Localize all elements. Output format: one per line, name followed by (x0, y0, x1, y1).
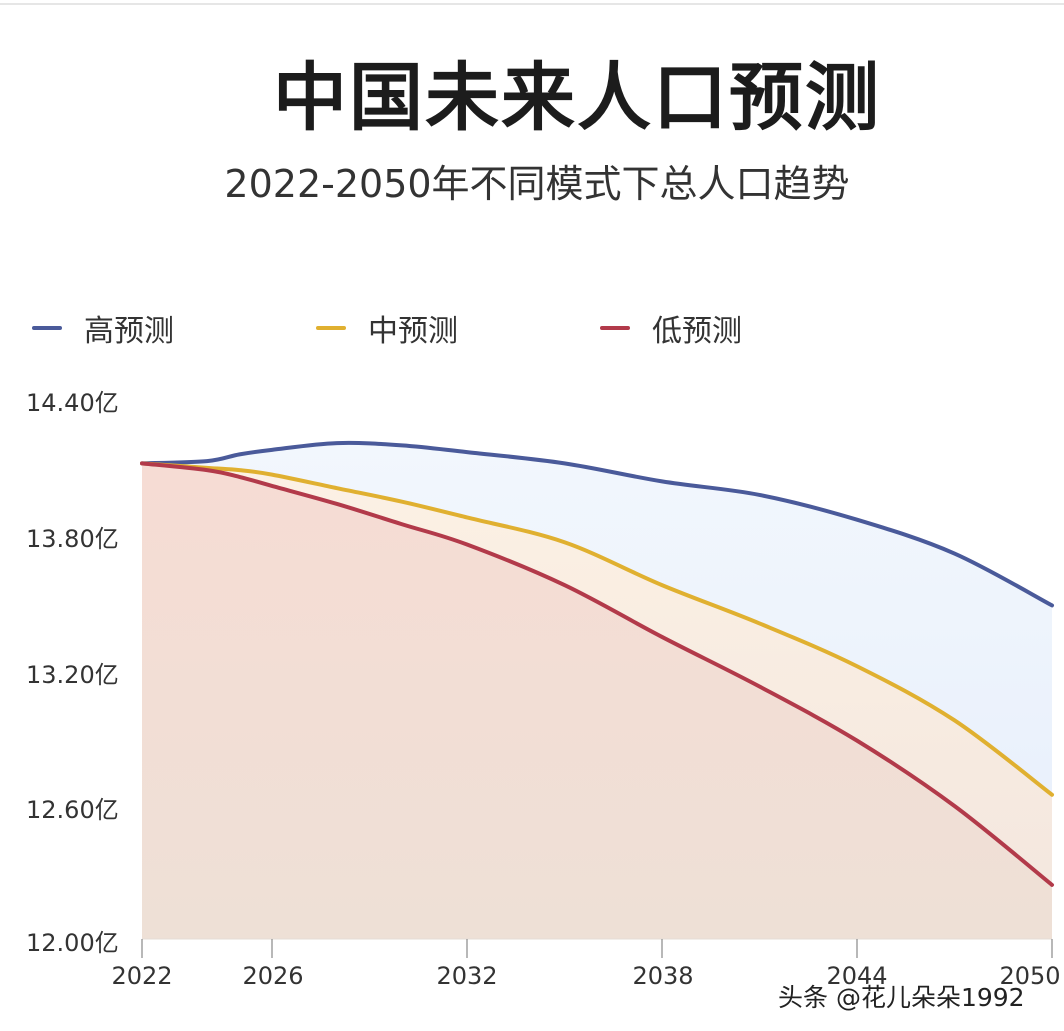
series-areas (142, 442, 1052, 939)
x-tick-label: 2022 (111, 962, 173, 990)
legend-swatch-low-icon (600, 326, 630, 330)
x-tick-label: 2050 (999, 962, 1061, 990)
series-lines (140, 440, 1054, 887)
x-tick-label: 2032 (436, 962, 498, 990)
y-tick-label: 13.20亿 (26, 661, 119, 689)
y-tick-label: 13.80亿 (26, 525, 119, 553)
legend-swatch-mid-icon (316, 326, 346, 330)
x-tick-label: 2044 (826, 962, 888, 990)
y-tick-label: 12.60亿 (26, 796, 119, 824)
legend: 高预测 中预测 低预测 (0, 306, 1064, 350)
watermark: 头条 @花儿朵朵1992 (778, 983, 1025, 1012)
legend-swatch-high-icon (32, 326, 62, 330)
x-tick-label: 2026 (242, 962, 304, 990)
line-high (140, 440, 1054, 608)
legend-item-low[interactable]: 低预测 (600, 306, 742, 350)
legend-label-low: 低预测 (652, 314, 742, 349)
chart-subtitle: 2022-2050年不同模式下总人口趋势 (224, 162, 850, 206)
line-low (140, 461, 1054, 887)
legend-label-mid: 中预测 (368, 314, 458, 349)
x-tick-marks (141, 939, 1053, 958)
legend-item-mid[interactable]: 中预测 (316, 306, 458, 350)
legend-item-high[interactable]: 高预测 (32, 306, 174, 350)
line-mid (140, 461, 1054, 797)
legend-label-high: 高预测 (84, 314, 174, 349)
area-low (142, 463, 1052, 939)
chart-title: 中国未来人口预测 (273, 55, 881, 141)
y-tick-label: 14.40亿 (26, 389, 119, 417)
x-tick-label: 2038 (632, 962, 694, 990)
y-tick-label: 12.00亿 (26, 929, 119, 957)
top-border (0, 3, 1064, 5)
